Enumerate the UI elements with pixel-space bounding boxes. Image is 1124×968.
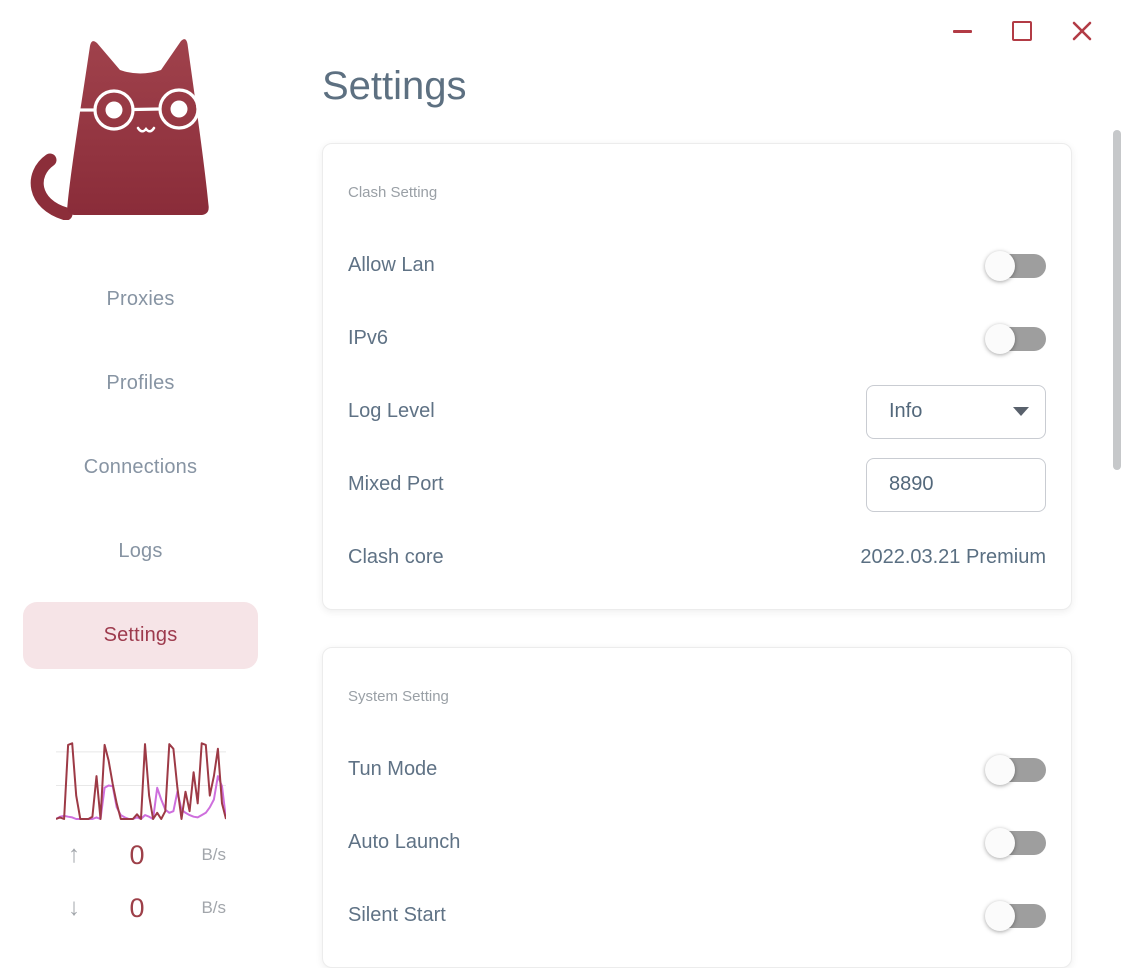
tun-mode-label: Tun Mode <box>348 758 438 780</box>
silent-start-toggle[interactable] <box>985 900 1046 931</box>
cat-tail <box>30 153 73 220</box>
chevron-down-icon <box>1013 407 1029 416</box>
allow-lan-toggle[interactable] <box>985 250 1046 281</box>
auto-launch-label: Auto Launch <box>348 831 461 853</box>
cat-mouth <box>136 126 156 133</box>
toggle-thumb <box>985 827 1015 858</box>
vertical-scrollbar-thumb[interactable] <box>1113 130 1121 470</box>
close-button[interactable] <box>1070 19 1094 43</box>
sidebar-item-settings[interactable]: Settings <box>23 602 258 669</box>
maximize-button[interactable] <box>1010 19 1034 43</box>
auto-launch-toggle[interactable] <box>985 827 1046 858</box>
allow-lan-row: Allow Lan <box>348 229 1046 302</box>
download-speed-unit: B/s <box>201 898 226 917</box>
toggle-thumb <box>985 754 1015 785</box>
upload-speed-unit: B/s <box>201 845 226 864</box>
clash-setting-card: Clash Setting Allow Lan IPv6 Log Level I… <box>322 143 1072 610</box>
toggle-thumb <box>985 250 1015 281</box>
log-level-row: Log Level Info <box>348 375 1046 448</box>
ipv6-toggle[interactable] <box>985 323 1046 354</box>
sidebar-item-profiles[interactable]: Profiles <box>106 372 175 394</box>
sidebar-nav: Proxies Profiles Connections Logs Settin… <box>23 266 258 686</box>
tun-mode-toggle[interactable] <box>985 754 1046 785</box>
toggle-thumb <box>985 323 1015 354</box>
sidebar-item-connections[interactable]: Connections <box>83 456 198 478</box>
upload-speed-row: ↑ 0 B/s <box>56 838 226 872</box>
download-speed-row: ↓ 0 B/s <box>56 891 226 925</box>
toggle-thumb <box>985 900 1015 931</box>
mixed-port-row: Mixed Port <box>348 448 1046 521</box>
traffic-widget: ↑ 0 B/s ↓ 0 B/s <box>56 737 226 925</box>
minimize-icon <box>952 29 972 33</box>
silent-start-row: Silent Start <box>348 879 1046 952</box>
auto-launch-row: Auto Launch <box>348 806 1046 879</box>
sidebar: Proxies Profiles Connections Logs Settin… <box>0 0 290 937</box>
minimize-button[interactable] <box>950 19 974 43</box>
settings-page: Settings Clash Setting Allow Lan IPv6 Lo… <box>322 0 1072 968</box>
section-heading-system: System Setting <box>348 688 449 705</box>
cat-left-eye <box>105 101 123 119</box>
ipv6-label: IPv6 <box>348 327 389 349</box>
mixed-port-label: Mixed Port <box>348 473 444 495</box>
silent-start-label: Silent Start <box>348 904 446 926</box>
cat-glasses <box>80 88 213 131</box>
sidebar-item-logs[interactable]: Logs <box>118 540 163 562</box>
upload-speed-value: 0 <box>129 839 145 870</box>
download-speed-value: 0 <box>129 892 145 923</box>
download-arrow-icon: ↓ <box>68 894 80 921</box>
maximize-icon <box>1012 21 1032 41</box>
cat-right-eye <box>170 100 188 118</box>
clash-core-label: Clash core <box>348 546 444 568</box>
log-level-selected-value: Info <box>889 400 923 422</box>
clash-core-row: Clash core 2022.03.21 Premium <box>348 521 1046 594</box>
upload-sparkline <box>56 742 226 820</box>
clash-core-version: 2022.03.21 Premium <box>860 546 1046 568</box>
traffic-chart <box>56 742 226 820</box>
section-heading-clash: Clash Setting <box>348 184 438 201</box>
system-setting-card: System Setting Tun Mode Auto Launch Sile… <box>322 647 1072 968</box>
page-title: Settings <box>322 64 467 108</box>
window-controls <box>950 19 1094 43</box>
sidebar-item-proxies[interactable]: Proxies <box>106 288 175 310</box>
log-level-select[interactable]: Info <box>866 384 1046 439</box>
allow-lan-label: Allow Lan <box>348 254 435 276</box>
close-icon <box>1072 21 1092 41</box>
clash-cat-logo <box>30 39 213 220</box>
tun-mode-row: Tun Mode <box>348 733 1046 806</box>
upload-arrow-icon: ↑ <box>68 841 80 868</box>
log-level-label: Log Level <box>348 400 435 422</box>
mixed-port-input[interactable] <box>866 457 1046 512</box>
ipv6-row: IPv6 <box>348 302 1046 375</box>
